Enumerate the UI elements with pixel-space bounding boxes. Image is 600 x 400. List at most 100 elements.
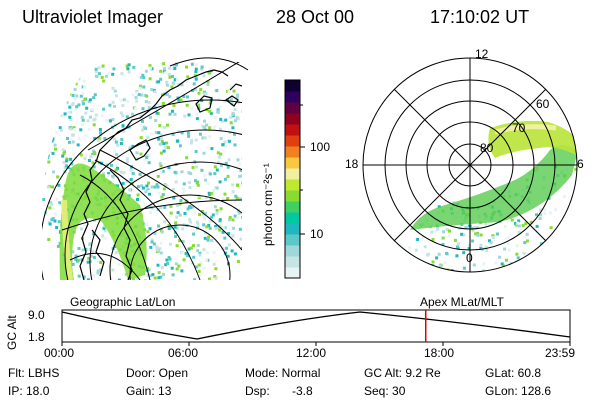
- emission-dot: [228, 131, 232, 135]
- emission-dot: [96, 269, 100, 273]
- emission-dot: [81, 99, 85, 103]
- emission-dot: [59, 128, 63, 132]
- emission-dot: [208, 126, 212, 130]
- emission-dot: [147, 181, 150, 185]
- emission-dot: [500, 262, 504, 266]
- emission-dot: [209, 197, 213, 201]
- emission-dot: [193, 211, 197, 215]
- emission-dot: [457, 242, 461, 246]
- emission-dot: [172, 63, 176, 67]
- emission-dot: [62, 160, 66, 164]
- emission-dot: [445, 251, 449, 255]
- emission-dot: [191, 166, 195, 170]
- emission-dot: [462, 251, 466, 255]
- emission-dot: [521, 224, 525, 228]
- emission-dot: [228, 218, 232, 222]
- emission-dot: [151, 273, 155, 277]
- emission-dot: [140, 112, 144, 116]
- emission-dot: [231, 190, 235, 194]
- emission-dot: [203, 81, 207, 85]
- emission-dot: [201, 136, 205, 140]
- emission-dot: [431, 237, 435, 241]
- emission-dot: [107, 174, 110, 178]
- emission-dot: [74, 107, 78, 111]
- emission-dot: [100, 114, 104, 118]
- emission-dot: [159, 171, 163, 175]
- info-door: Door: Open: [126, 366, 189, 380]
- emission-dot: [224, 144, 228, 148]
- emission-dot: [200, 67, 204, 71]
- emission-dot: [100, 76, 104, 79]
- emission-dot: [89, 254, 93, 258]
- emission-dot: [48, 206, 52, 210]
- emission-dot: [221, 230, 225, 234]
- info-ip: IP: 18.0: [8, 384, 50, 398]
- emission-dot: [229, 97, 233, 101]
- emission-dot: [207, 224, 211, 227]
- emission-dot: [149, 245, 153, 249]
- emission-dot: [178, 144, 182, 148]
- emission-dot: [472, 263, 476, 267]
- emission-dot: [227, 232, 231, 235]
- emission-dot: [161, 169, 165, 173]
- emission-dot: [53, 105, 57, 109]
- emission-dot: [143, 158, 147, 162]
- emission-dot: [517, 219, 521, 223]
- emission-dot: [46, 132, 50, 136]
- emission-dot: [174, 221, 178, 225]
- emission-dot: [175, 244, 179, 248]
- emission-dot: [230, 123, 234, 127]
- emission-dot: [208, 135, 212, 139]
- emission-dot: [108, 119, 112, 123]
- emission-dot: [487, 222, 491, 226]
- emission-dot: [148, 77, 152, 81]
- emission-dot: [187, 134, 191, 138]
- emission-dot: [159, 69, 163, 73]
- emission-dot: [95, 75, 99, 79]
- colorbar-unit-label: photon cm⁻²s⁻¹: [261, 163, 275, 246]
- emission-dot: [167, 256, 171, 259]
- emission-dot: [192, 255, 196, 259]
- emission-dot: [163, 67, 166, 71]
- emission-dot: [148, 205, 152, 209]
- emission-dot: [93, 93, 97, 97]
- emission-dot: [157, 80, 160, 84]
- emission-dot: [233, 107, 237, 111]
- emission-dot: [72, 133, 75, 137]
- emission-dot: [68, 92, 72, 96]
- emission-dot: [159, 133, 163, 137]
- emission-dot: [233, 132, 236, 136]
- emission-dot: [116, 184, 120, 188]
- emission-dot: [50, 202, 54, 206]
- timeline-y-top: 9.0: [28, 308, 45, 322]
- emission-dot: [122, 98, 126, 102]
- emission-dot: [97, 66, 101, 70]
- emission-dot: [240, 184, 242, 188]
- emission-dot: [145, 223, 149, 226]
- emission-dot: [131, 112, 135, 116]
- timeline-y-bottom: 1.8: [28, 330, 45, 344]
- emission-dot: [558, 227, 562, 231]
- emission-dot: [141, 107, 145, 111]
- emission-dot: [52, 127, 56, 131]
- emission-dot: [491, 236, 495, 239]
- emission-dot: [121, 124, 125, 128]
- time-label: 17:10:02 UT: [430, 7, 530, 27]
- emission-dot: [98, 128, 102, 131]
- emission-dot: [235, 96, 239, 100]
- emission-dot: [177, 264, 181, 268]
- emission-dot: [126, 67, 130, 71]
- emission-dot: [53, 212, 57, 216]
- emission-dot: [149, 274, 153, 278]
- emission-dot: [155, 245, 159, 249]
- emission-dot: [433, 230, 437, 234]
- emission-dot: [198, 132, 202, 136]
- emission-dot: [196, 249, 200, 253]
- emission-dot: [77, 103, 81, 107]
- emission-dot: [187, 171, 191, 175]
- left-auroral-band: [59, 163, 147, 280]
- emission-dot: [214, 267, 218, 271]
- emission-dot: [49, 201, 53, 205]
- emission-dot: [167, 166, 171, 170]
- emission-dot: [150, 88, 154, 91]
